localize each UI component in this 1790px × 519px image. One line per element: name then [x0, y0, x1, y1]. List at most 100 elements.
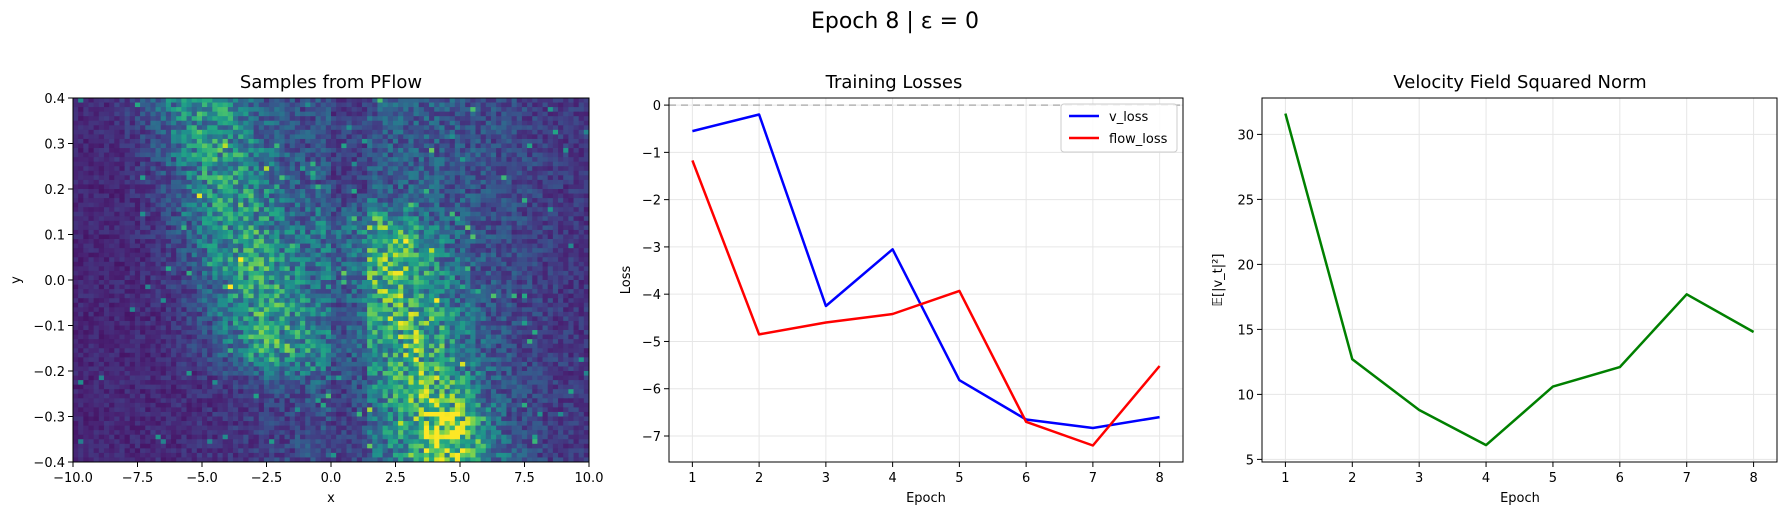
heatmap-cell: [269, 138, 275, 144]
heatmap-cell: [258, 220, 265, 226]
heatmap-cell: [429, 98, 435, 103]
heatmap-cell: [418, 302, 425, 308]
heatmap-cell: [98, 320, 105, 326]
heatmap-cell: [176, 111, 182, 117]
heatmap-cell: [542, 220, 549, 226]
heatmap-cell: [506, 220, 512, 226]
heatmap-cell: [269, 298, 275, 304]
heatmap-cell: [243, 116, 249, 122]
heatmap-cell: [537, 202, 543, 208]
heatmap-cell: [527, 302, 533, 308]
heatmap-cell: [289, 316, 296, 322]
heatmap-cell: [212, 143, 218, 149]
heatmap-cell: [372, 234, 378, 240]
heatmap-cell: [434, 111, 440, 117]
heatmap-cell: [320, 157, 327, 163]
heatmap-cell: [263, 207, 270, 213]
heatmap-cell: [532, 193, 538, 199]
heatmap-cell: [325, 307, 332, 313]
heatmap-cell: [73, 307, 79, 313]
heatmap-cell: [423, 298, 430, 304]
heatmap-cell: [506, 129, 512, 135]
heatmap-cell: [475, 202, 482, 208]
heatmap-cell: [83, 207, 89, 213]
heatmap-cell: [150, 243, 156, 249]
heatmap-cell: [563, 302, 569, 308]
heatmap-cell: [145, 111, 151, 117]
heatmap-cell: [367, 280, 373, 285]
heatmap-cell: [134, 234, 141, 240]
heatmap-cell: [258, 302, 265, 308]
heatmap-cell: [356, 211, 363, 217]
heatmap-cell: [547, 289, 554, 295]
heatmap-cell: [527, 257, 533, 263]
heatmap-cell: [315, 270, 322, 276]
heatmap-cell: [284, 157, 291, 163]
heatmap-cell: [558, 243, 564, 249]
heatmap-cell: [418, 170, 425, 176]
heatmap-cell: [320, 257, 327, 263]
heatmap-cell: [506, 234, 512, 240]
heatmap-cell: [521, 311, 528, 317]
heatmap-cell: [413, 311, 420, 317]
heatmap-cell: [398, 261, 404, 267]
heatmap-cell: [470, 289, 476, 295]
heatmap-cell: [119, 234, 125, 240]
heatmap-cell: [439, 307, 445, 313]
heatmap-cell: [98, 284, 105, 290]
heatmap-cell: [547, 311, 554, 317]
heatmap-cell: [392, 143, 399, 149]
heatmap-cell: [258, 102, 265, 108]
heatmap-cell: [202, 243, 208, 249]
heatmap-cell: [181, 207, 187, 213]
heatmap-cell: [423, 179, 430, 185]
heatmap-cell: [274, 148, 280, 153]
heatmap-cell: [222, 275, 229, 281]
heatmap-cell: [408, 157, 414, 163]
heatmap-cell: [93, 166, 100, 172]
heatmap-cell: [165, 211, 172, 217]
heatmap-cell: [98, 302, 105, 308]
heatmap-cell: [578, 143, 585, 149]
heatmap-cell: [527, 275, 533, 281]
heatmap-cell: [119, 261, 125, 267]
heatmap-cell: [202, 157, 208, 163]
heatmap-cell: [124, 229, 131, 235]
heatmap-cell: [480, 225, 487, 231]
heatmap-cell: [346, 320, 353, 326]
heatmap-cell: [351, 207, 358, 213]
heatmap-cell: [568, 125, 574, 131]
heatmap-cell: [511, 216, 518, 222]
heatmap-cell: [511, 320, 518, 326]
heatmap-cell: [222, 239, 229, 244]
heatmap-cell: [475, 120, 482, 126]
heatmap-cell: [134, 298, 141, 304]
heatmap-cell: [403, 207, 409, 213]
heatmap-cell: [150, 143, 156, 149]
heatmap-cell: [212, 275, 218, 281]
heatmap-cell: [310, 184, 316, 190]
heatmap-cell: [202, 239, 208, 244]
heatmap-cell: [527, 266, 533, 272]
heatmap-cell: [387, 116, 394, 122]
heatmap-cell: [119, 280, 125, 285]
heatmap-cell: [315, 161, 322, 167]
heatmap-cell: [341, 266, 347, 272]
heatmap-cell: [568, 198, 574, 204]
heatmap-cell: [124, 134, 131, 140]
heatmap-cell: [222, 170, 229, 176]
heatmap-cell: [490, 261, 497, 267]
heatmap-cell: [372, 152, 378, 158]
heatmap-cell: [413, 320, 420, 326]
heatmap-cell: [181, 225, 187, 231]
heatmap-cell: [140, 116, 146, 122]
heatmap-cell: [186, 161, 193, 167]
heatmap-cell: [325, 98, 332, 103]
heatmap-cell: [496, 225, 502, 231]
heatmap-cell: [444, 148, 451, 153]
heatmap-cell: [578, 111, 585, 117]
heatmap-cell: [470, 161, 476, 167]
heatmap-cell: [439, 111, 445, 117]
heatmap-cell: [263, 125, 270, 131]
heatmap-cell: [134, 216, 141, 222]
